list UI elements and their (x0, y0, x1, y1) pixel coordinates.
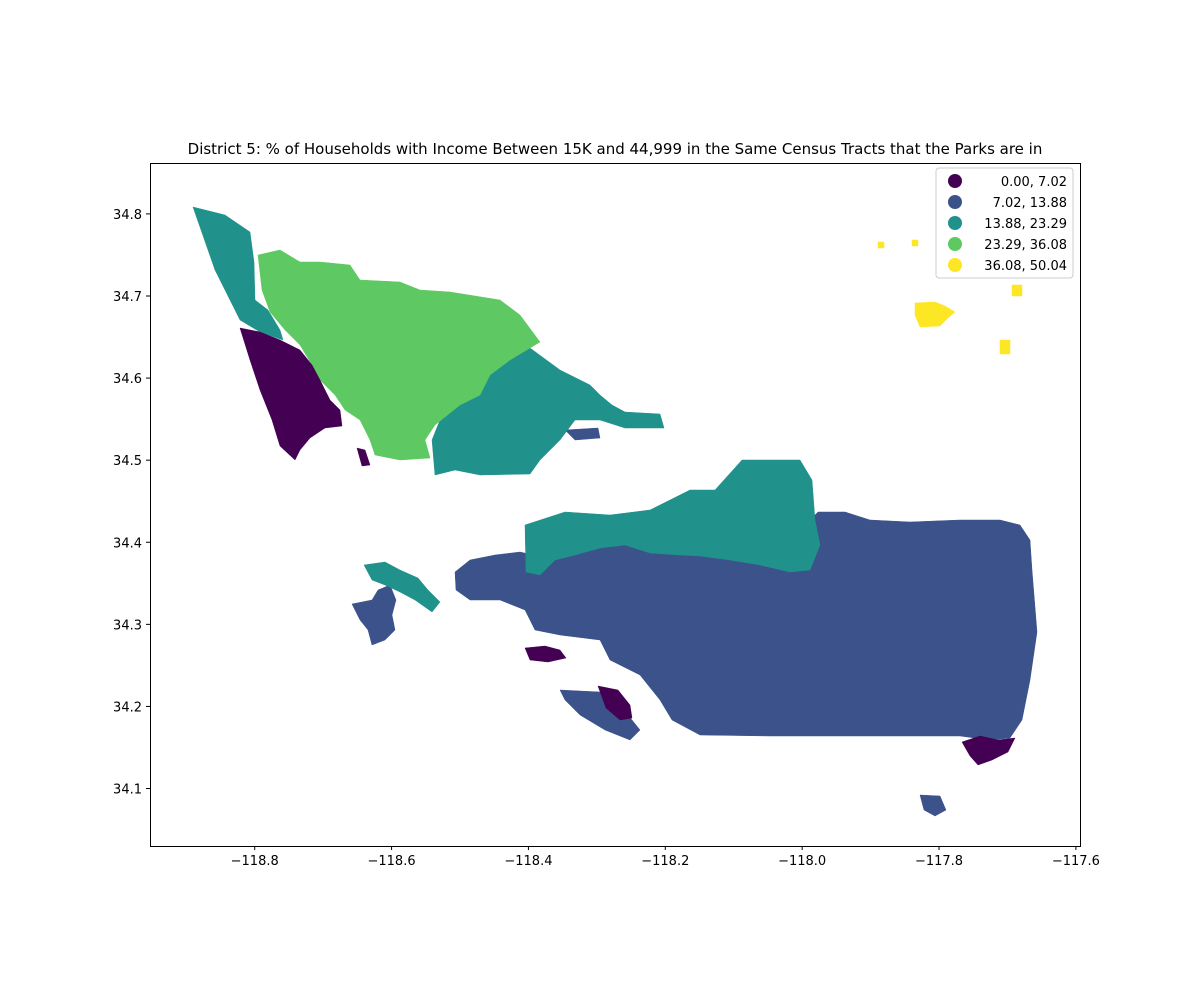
plot-frame (150, 163, 1081, 847)
y-axis: 34.1 34.2 34.3 34.4 34.5 34.6 34.7 34.8 (113, 208, 150, 798)
legend-marker (948, 195, 962, 209)
legend-label: 0.00, 7.02 (1001, 175, 1067, 190)
map-regions (192, 206, 1038, 817)
legend-marker (948, 237, 962, 251)
region-teal-west (363, 561, 441, 613)
y-tick-label: 34.3 (113, 618, 142, 633)
region-west-patch-1 (351, 584, 397, 646)
region-purple-west (239, 327, 343, 461)
region-purple-small (356, 447, 371, 467)
legend-label: 13.88, 23.29 (984, 217, 1067, 232)
y-tick-label: 34.5 (113, 454, 142, 469)
x-tick-label: −118.8 (231, 854, 279, 869)
region-yellow-small-3 (877, 241, 885, 249)
y-tick-label: 34.7 (113, 290, 142, 305)
legend-marker (948, 174, 962, 188)
region-yellow-small-4 (911, 239, 919, 247)
region-purple-south-1 (524, 645, 567, 663)
y-tick-label: 34.1 (113, 783, 142, 798)
map-title: District 5: % of Households with Income … (188, 140, 1043, 158)
region-purple-southeast (961, 735, 1016, 766)
region-yellow-small-1 (1011, 284, 1023, 297)
legend: 0.00, 7.02 7.02, 13.88 13.88, 23.29 23.29, … (935, 167, 1074, 279)
x-tick-label: −117.6 (1052, 854, 1100, 869)
legend-marker (948, 216, 962, 230)
region-south-patch-2 (919, 794, 947, 817)
x-tick-label: −118.4 (504, 854, 552, 869)
region-teal-northwest (192, 206, 284, 341)
y-tick-label: 34.2 (113, 700, 142, 715)
legend-label: 23.29, 36.08 (984, 238, 1067, 253)
region-yellow-small-2 (999, 339, 1011, 355)
y-tick-label: 34.4 (113, 536, 142, 551)
legend-box (935, 167, 1074, 279)
legend-marker (948, 258, 962, 272)
y-tick-label: 34.6 (113, 372, 142, 387)
region-teal-central (524, 459, 821, 576)
x-tick-label: −118.6 (368, 854, 416, 869)
region-yellow-northeast (914, 301, 956, 328)
y-tick-label: 34.8 (113, 208, 142, 223)
x-tick-label: −118.2 (641, 854, 689, 869)
x-axis: −118.8 −118.6 −118.4 −118.2 −118.0 −117.8 −117… (231, 846, 1100, 869)
region-purple-south-2 (597, 685, 633, 721)
legend-label: 7.02, 13.88 (993, 196, 1067, 211)
x-tick-label: −117.8 (915, 854, 963, 869)
legend-label: 36.08, 50.04 (984, 259, 1067, 274)
x-tick-label: −118.0 (778, 854, 826, 869)
region-mid-patch (564, 427, 601, 441)
